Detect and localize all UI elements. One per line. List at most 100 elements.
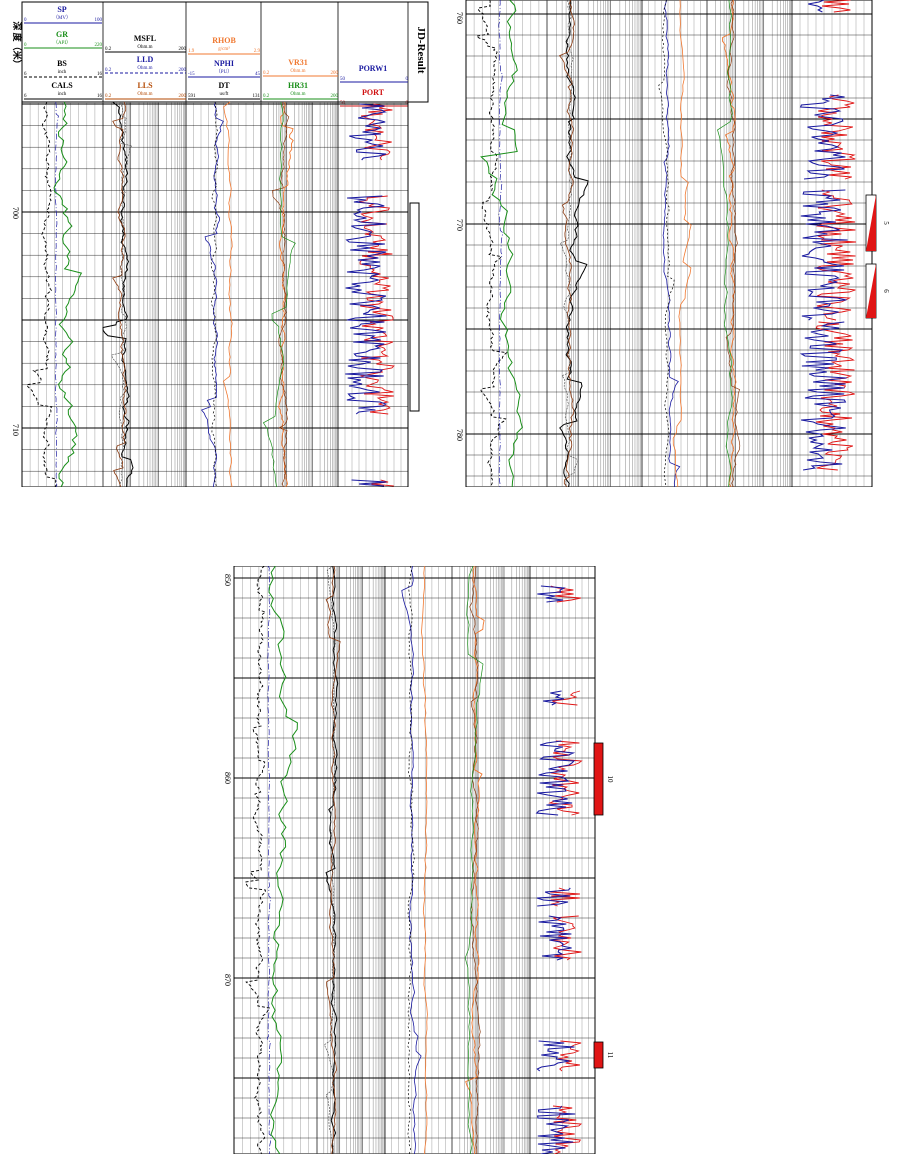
msfl-curve	[102, 101, 134, 487]
bs-header-max: 16	[97, 72, 103, 77]
lld-header-min: 0.2	[105, 68, 112, 73]
lls-header-name: LLS	[137, 81, 153, 90]
rhob-curve	[672, 0, 692, 487]
msfl-header-max: 200	[179, 47, 187, 52]
zone-box-1	[409, 202, 420, 412]
hr31-header-max: 200	[331, 94, 339, 99]
depth-label-850: 850	[223, 574, 232, 586]
vr31-header-unit: Ohm.m	[290, 69, 305, 74]
sp-curve	[266, 566, 272, 1154]
hr31-curve	[469, 566, 481, 1154]
port-curve	[558, 1040, 582, 1072]
depth-label-700: 700	[11, 207, 20, 219]
log-panel-3-svg: 850 860 870 10 11	[223, 566, 614, 1154]
zone-label-1: 1	[430, 304, 432, 308]
sp-header-name: SP	[57, 5, 66, 14]
porw1-curve	[349, 103, 387, 161]
porw1-curve	[808, 0, 825, 13]
nphi-curve	[662, 0, 681, 487]
zone-fill-5	[866, 195, 876, 251]
log-panel-1-svg: 深 度（米） JD-Result SP（MV） 0 100 GR（API） 0 220 BS in…	[11, 1, 432, 487]
gr-curve	[53, 101, 83, 487]
porw1-curve	[536, 887, 571, 907]
lls-header-min: 0.2	[105, 94, 112, 99]
zone-label-10: 10	[606, 776, 614, 784]
depth-header-label: 深 度（米）	[12, 21, 23, 68]
sp-curve	[54, 101, 59, 487]
porw1-curve	[536, 1040, 575, 1072]
rhob-header-min: 1.9	[188, 49, 195, 54]
port-curve	[815, 189, 857, 321]
hr31-green-curve	[464, 566, 484, 1154]
dt-header-min: 591	[188, 94, 196, 99]
vr31-curve	[278, 101, 294, 487]
lls-header-unit: Ohm.m	[137, 92, 152, 97]
hr31-green-curve	[262, 101, 296, 487]
cals-curve	[26, 101, 57, 487]
porw1-curve	[538, 915, 572, 961]
porw1-curve	[799, 321, 847, 471]
log-border	[465, 0, 873, 487]
dt-curve	[210, 101, 219, 487]
porw1-curve	[799, 94, 846, 180]
nphi-curve	[200, 101, 224, 487]
porw1-curve	[535, 740, 576, 816]
zone-label-11: 11	[606, 1052, 614, 1059]
port-curve	[548, 740, 583, 816]
msfl-curve	[559, 0, 589, 487]
hr31-curve	[725, 0, 741, 487]
log-panel-2-svg: 760 770 780 5 6	[455, 0, 889, 487]
msfl-header-min: 0.2	[105, 47, 112, 52]
rhob-header-max: 2.9	[254, 49, 261, 54]
depth-label-760: 760	[455, 12, 464, 24]
zone-box-10	[593, 742, 604, 816]
nphi-curve	[401, 566, 422, 1154]
vr31-curve	[722, 0, 737, 487]
cals-curve	[475, 0, 508, 487]
hr31-header-unit: Ohm.m	[290, 92, 305, 97]
sp-curve	[498, 0, 503, 487]
msfl-header-name: MSFL	[134, 34, 156, 43]
gr-header-max: 220	[95, 43, 103, 48]
sp-header-min: 0	[24, 18, 27, 23]
depth-label-710: 710	[11, 424, 20, 436]
nphi-header-max: 45	[255, 72, 261, 77]
hr31-header-min: 0.2	[263, 94, 270, 99]
cals-header-max: 16	[97, 94, 103, 99]
depth-label-770: 770	[455, 219, 464, 231]
port-header-name: PORT	[362, 88, 385, 97]
vr31-header-name: VR31	[288, 58, 308, 67]
msfl-header-unit: Ohm.m	[137, 45, 152, 50]
porw1-curve	[351, 479, 387, 487]
nphi-header-unit: （PU）	[216, 69, 232, 75]
sp-header-unit: （MV）	[53, 15, 71, 21]
porw1-curve	[543, 690, 565, 706]
lld-curve	[559, 0, 578, 487]
rhob-header-name: RHOB	[212, 36, 236, 45]
dt-header-max: 131	[253, 94, 261, 99]
gr-header-unit: （API）	[53, 40, 71, 46]
log-panel-2: 760 770 780 5 6	[452, 0, 889, 487]
sp-header-max: 100	[95, 18, 103, 23]
depth-label-860: 860	[223, 772, 232, 784]
hr31-header-name: HR31	[288, 81, 308, 90]
porw1-header-min: 50	[340, 77, 346, 82]
porw1-curve	[345, 195, 387, 415]
bs-header-unit: inch	[58, 70, 67, 75]
dt-header-name: DT	[218, 81, 230, 90]
nphi-header-min: -15	[188, 72, 195, 77]
porw1-curve	[800, 189, 848, 321]
hr31-curve	[271, 101, 290, 487]
gr-header-min: 0	[24, 43, 27, 48]
port-curve	[815, 321, 855, 471]
vr31-curve	[465, 566, 485, 1154]
lld-header-max: 200	[179, 68, 187, 73]
cals-curve	[244, 566, 271, 1154]
vr31-header-min: 0.2	[263, 71, 270, 76]
vr31-header-max: 200	[331, 71, 339, 76]
gr-curve	[268, 566, 298, 1154]
gr-curve	[480, 0, 523, 487]
lld-header-name: LLD	[137, 55, 154, 64]
port-curve	[550, 915, 582, 961]
zone-label-5: 5	[882, 221, 889, 225]
